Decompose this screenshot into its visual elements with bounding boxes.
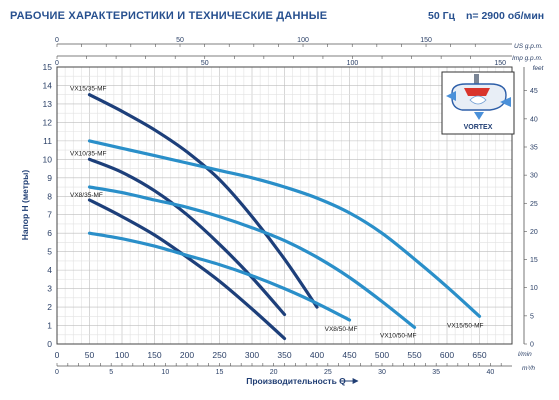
m3h-tick-label: 15 xyxy=(216,369,224,376)
series-label: VX10/35-MF xyxy=(70,150,107,157)
vortex-impeller-icon xyxy=(446,74,511,120)
imp-gpm-unit: Imp g.p.m. xyxy=(512,55,543,62)
series-label: VX15/35-MF xyxy=(70,86,107,93)
x-tick-label: 600 xyxy=(440,350,454,360)
feet-tick-label: 5 xyxy=(530,313,534,320)
x-tick-label: 500 xyxy=(375,350,389,360)
y-tick-label: 14 xyxy=(43,80,53,90)
y-tick-label: 8 xyxy=(47,191,52,201)
y-tick-label: 9 xyxy=(47,173,52,183)
vortex-inset: VORTEX xyxy=(441,71,515,135)
imp-gpm-tick-label: 100 xyxy=(347,60,359,67)
y-tick-label: 10 xyxy=(43,154,53,164)
x-tick-label: 450 xyxy=(342,350,356,360)
m3h-tick-label: 30 xyxy=(378,369,386,376)
y-tick-label: 6 xyxy=(47,228,52,238)
y-tick-label: 4 xyxy=(47,265,52,275)
vortex-label: VORTEX xyxy=(464,124,493,131)
m3h-tick-label: 10 xyxy=(161,369,169,376)
y-tick-label: 0 xyxy=(47,339,52,349)
x-tick-label: 0 xyxy=(55,350,60,360)
series-label: VX15/50-MF xyxy=(447,322,484,329)
y-tick-label: 1 xyxy=(47,321,52,331)
y-tick-label: 5 xyxy=(47,247,52,257)
series-line-vx15-35-mf xyxy=(87,93,319,309)
x-tick-label: 200 xyxy=(180,350,194,360)
curves xyxy=(87,93,482,341)
speed-label: n= 2900 об/мин xyxy=(466,10,545,22)
plot-border xyxy=(56,66,513,345)
m3h-tick-label: 5 xyxy=(109,369,113,376)
y-tick-label: 7 xyxy=(47,210,52,220)
m3h-tick-label: 0 xyxy=(55,369,59,376)
x-tick-label: 250 xyxy=(212,350,226,360)
m3h-tick-label: 25 xyxy=(324,369,332,376)
imp-gpm-tick-label: 150 xyxy=(494,60,506,67)
y-tick-label: 3 xyxy=(47,284,52,294)
x-tick-label: 550 xyxy=(407,350,421,360)
feet-tick-label: 25 xyxy=(530,201,538,208)
series-label: VX8/50-MF xyxy=(325,326,358,333)
series-label: VX10/50-MF xyxy=(380,332,417,339)
series-line-vx10-50-mf xyxy=(87,185,417,329)
y-axis-title: Напор H (метры) xyxy=(20,170,30,241)
y-tick-label: 13 xyxy=(43,99,53,109)
m3h-tick-label: 35 xyxy=(432,369,440,376)
feet-tick-label: 20 xyxy=(530,229,538,236)
plot-frame xyxy=(56,43,527,367)
x-tick-label: 50 xyxy=(85,350,95,360)
us-gpm-tick-label: 150 xyxy=(420,37,432,44)
us-gpm-unit: US g.p.m. xyxy=(514,43,543,50)
series-line-vx10-35-mf xyxy=(87,157,287,317)
feet-tick-label: 30 xyxy=(530,173,538,180)
x-tick-label: 400 xyxy=(310,350,324,360)
us-gpm-tick-label: 100 xyxy=(297,37,309,44)
feet-tick-label: 45 xyxy=(530,88,538,95)
x-tick-label: 350 xyxy=(277,350,291,360)
imp-gpm-tick-label: 50 xyxy=(201,60,209,67)
imp-gpm-tick-label: 0 xyxy=(55,60,59,67)
feet-tick-label: 35 xyxy=(530,144,538,151)
m3h-tick-label: 20 xyxy=(270,369,278,376)
x-tick-label: 650 xyxy=(472,350,486,360)
tick-labels: 0 50 100 150 200 250 300 350 400 450 500 550 600 6500… xyxy=(43,37,538,376)
feet-unit: feet xyxy=(533,65,545,72)
feet-tick-label: 10 xyxy=(530,285,538,292)
feet-tick-label: 40 xyxy=(530,116,538,123)
frequency-label: 50 Гц xyxy=(428,10,456,22)
series-line-vx8-35-mf xyxy=(87,198,287,341)
chart-header-title: РАБОЧИЕ ХАРАКТЕРИСТИКИ И ТЕХНИЧЕСКИЕ ДАН… xyxy=(10,10,328,22)
m3h-unit: m³/h xyxy=(522,365,535,372)
y-tick-label: 12 xyxy=(43,117,53,127)
feet-tick-label: 0 xyxy=(530,342,534,349)
feet-tick-label: 15 xyxy=(530,257,538,264)
y-tick-label: 15 xyxy=(43,62,53,72)
series-label: VX8/35-MF xyxy=(70,192,103,199)
y-tick-label: 11 xyxy=(43,136,52,146)
lmin-unit: l/min xyxy=(518,351,532,358)
x-tick-label: 300 xyxy=(245,350,259,360)
series-line-vx15-50-mf xyxy=(87,139,482,318)
x-tick-label: 150 xyxy=(147,350,161,360)
us-gpm-tick-label: 0 xyxy=(55,37,59,44)
series-line-vx8-50-mf xyxy=(87,231,352,322)
x-tick-label: 100 xyxy=(115,350,129,360)
m3h-tick-label: 40 xyxy=(486,369,494,376)
us-gpm-tick-label: 50 xyxy=(176,37,184,44)
x-axis-title: Производительность Q xyxy=(246,376,346,386)
y-tick-label: 2 xyxy=(47,302,52,312)
